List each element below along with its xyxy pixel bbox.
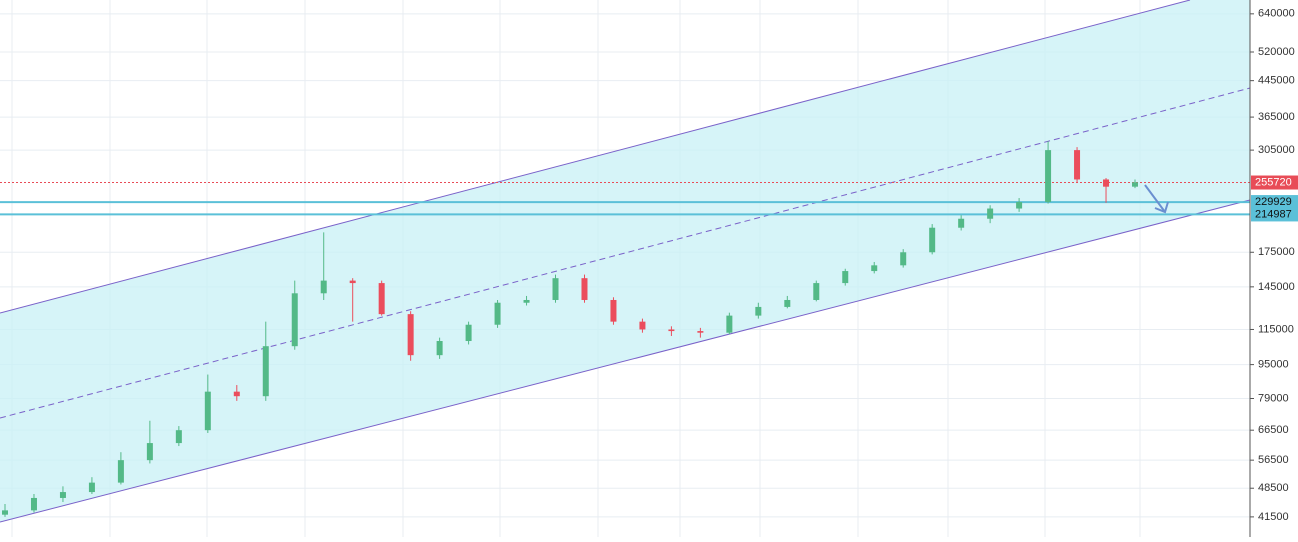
y-tick-label: 175000 <box>1258 246 1295 258</box>
candle-body <box>726 315 733 333</box>
channel-middle <box>0 87 1251 419</box>
candle-body <box>697 331 704 333</box>
candle-body <box>581 278 588 300</box>
candle-body <box>407 314 414 356</box>
candle-body <box>755 306 762 316</box>
price-tag-label: 255720 <box>1255 176 1292 188</box>
candle-body <box>233 391 240 397</box>
candle-body <box>146 443 153 461</box>
candle-body <box>552 278 559 300</box>
price-tag <box>1251 195 1298 210</box>
candle-body <box>610 299 617 322</box>
y-tick-label: 520000 <box>1258 46 1295 58</box>
candle-body <box>871 265 878 272</box>
price-tag <box>1251 207 1298 222</box>
candle-body <box>465 324 472 342</box>
y-tick-label: 48500 <box>1258 482 1289 494</box>
y-tick-label: 79000 <box>1258 392 1289 404</box>
candle-body <box>1016 202 1023 209</box>
candle-body <box>900 252 907 266</box>
candle-body <box>378 283 385 315</box>
candle-body <box>668 329 675 332</box>
y-tick-label: 66500 <box>1258 424 1289 436</box>
candle-body <box>958 218 965 228</box>
price-tag-label: 229929 <box>1255 196 1292 208</box>
candle-body <box>436 341 443 356</box>
candle-body <box>813 283 820 300</box>
candle-body <box>523 299 530 303</box>
y-tick-label: 445000 <box>1258 75 1295 87</box>
candle-body <box>1074 150 1081 180</box>
y-tick-label: 365000 <box>1258 111 1295 123</box>
candle-body <box>2 510 8 515</box>
channel-lower <box>0 199 1251 523</box>
candle-body <box>349 280 356 284</box>
candle-body <box>1045 150 1052 203</box>
y-tick-label: 640000 <box>1258 8 1295 20</box>
candle-body <box>204 391 211 431</box>
y-tick-label: 56500 <box>1258 454 1289 466</box>
candle-body <box>320 280 327 294</box>
candle-body <box>929 227 936 253</box>
candle-body <box>175 430 182 444</box>
axis-panel <box>1250 0 1298 537</box>
y-tick-label: 95000 <box>1258 359 1289 371</box>
candle-body <box>88 482 95 493</box>
candle-body <box>1103 179 1110 187</box>
price-tag-label: 214987 <box>1255 208 1292 220</box>
y-tick-label: 115000 <box>1258 323 1294 335</box>
candle-body <box>117 460 124 483</box>
candles <box>2 141 1138 517</box>
candle-body <box>784 299 791 307</box>
channel-upper <box>0 0 1191 314</box>
candle-body <box>639 321 646 330</box>
y-tick-label: 41500 <box>1258 511 1289 523</box>
candle-body <box>987 208 994 219</box>
candle-body <box>262 346 269 397</box>
y-tick-label: 145000 <box>1258 281 1295 293</box>
candle-body <box>291 293 298 347</box>
arrow <box>1144 184 1169 214</box>
candle-body <box>494 302 501 325</box>
price-lines <box>0 182 1250 216</box>
candle-body <box>842 271 849 284</box>
channel-fill <box>0 0 1250 522</box>
y-axis: 41500 48500 56500 66500 79000 95000 115000 1450… <box>1250 8 1298 523</box>
candle-body <box>30 497 37 511</box>
y-tick-label: 305000 <box>1258 144 1295 156</box>
candle-body <box>1132 182 1138 187</box>
price-tag <box>1251 175 1298 190</box>
candle-body <box>59 492 66 498</box>
